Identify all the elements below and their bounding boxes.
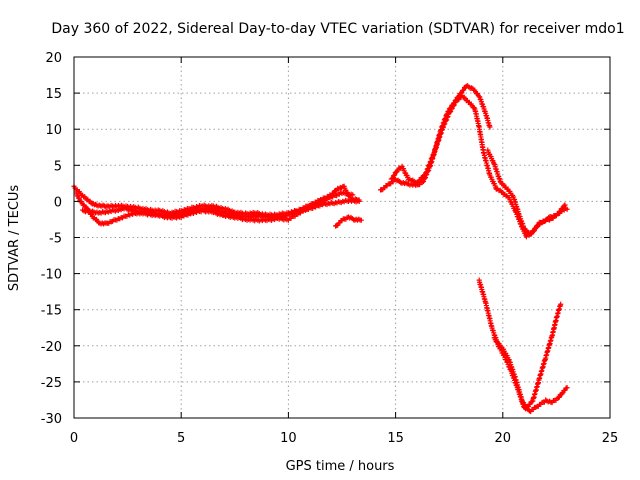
data-series-9: [491, 301, 564, 410]
data-point: [358, 217, 364, 223]
x-tick-label: 10: [280, 431, 297, 446]
x-tick-label: 20: [495, 431, 512, 446]
data-point: [456, 93, 462, 100]
x-tick-label: 0: [70, 431, 78, 446]
data-point: [529, 399, 535, 405]
data-point: [562, 202, 568, 208]
data-series: [71, 83, 570, 415]
axis-ticks: 0 5 10 15 20 25 20 15 10 5 0 -5 -10 -15 -20 -25 -30: [41, 51, 619, 446]
y-tick-label: 20: [45, 51, 62, 66]
data-series-3: [79, 197, 362, 221]
y-tick-label: -5: [49, 232, 62, 247]
x-tick-label: 25: [602, 431, 619, 446]
y-tick-label: -10: [41, 268, 62, 283]
chart-title: Day 360 of 2022, Sidereal Day-to-day VTE…: [51, 21, 624, 37]
x-axis-label: GPS time / hours: [286, 459, 395, 474]
data-point: [487, 124, 493, 130]
y-tick-label: -20: [41, 340, 62, 355]
y-tick-label: -30: [41, 412, 62, 427]
y-tick-label: 5: [54, 159, 62, 174]
data-point: [350, 192, 356, 198]
data-point: [564, 206, 570, 212]
data-series-5: [377, 93, 568, 240]
x-tick-label: 15: [387, 431, 404, 446]
data-point: [533, 224, 539, 231]
data-point: [558, 301, 564, 307]
data-series-4: [332, 214, 364, 229]
y-tick-label: -25: [41, 376, 62, 391]
data-series-6: [388, 83, 493, 186]
grid: [74, 57, 610, 418]
data-point: [356, 198, 362, 204]
x-tick-label: 5: [177, 431, 185, 446]
data-point: [420, 178, 427, 185]
data-point: [564, 385, 570, 391]
y-tick-label: 15: [45, 87, 62, 102]
data-series-7: [485, 147, 570, 237]
y-tick-label: 10: [45, 123, 62, 138]
y-axis-label: SDTVAR / TECUs: [7, 185, 22, 292]
y-tick-label: 0: [54, 195, 62, 210]
y-tick-label: -15: [41, 304, 62, 319]
